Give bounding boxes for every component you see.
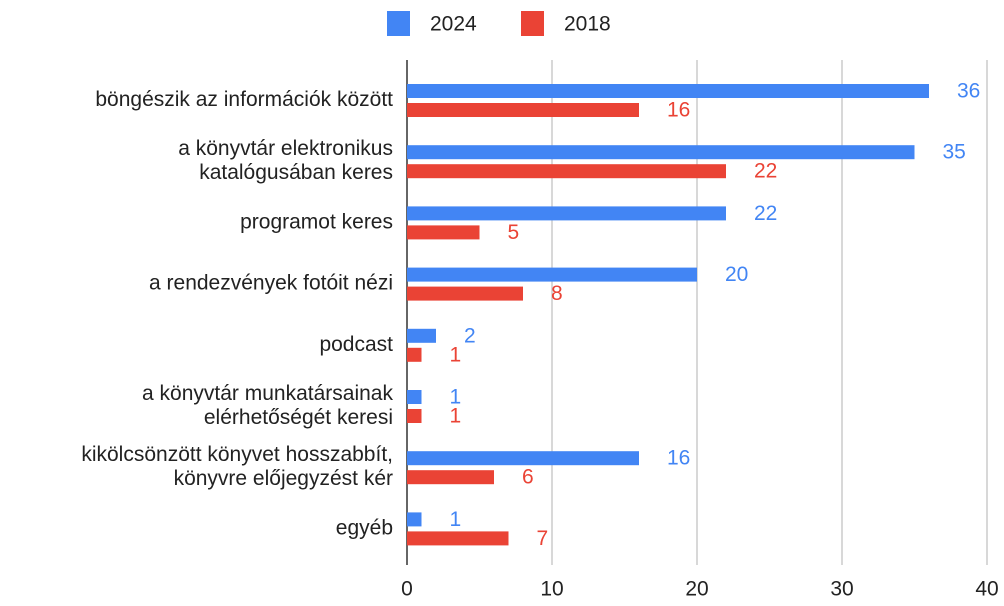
value-label: 8: [551, 282, 563, 305]
value-label: 1: [450, 343, 462, 366]
bar: [407, 470, 494, 485]
value-label: 22: [754, 202, 777, 225]
value-label: 7: [537, 527, 549, 550]
bar: [407, 409, 422, 423]
y-tick-line: könyvre előjegyzést kér: [174, 467, 393, 490]
value-label: 35: [943, 141, 966, 164]
bar: [407, 531, 509, 546]
value-label: 2: [464, 324, 476, 347]
y-tick-line: katalógusában keres: [199, 161, 393, 184]
bar: [407, 84, 929, 98]
bar: [407, 328, 436, 343]
y-tick-line: egyéb: [336, 516, 393, 539]
x-tick-label: 30: [830, 578, 853, 601]
legend-label: 2024: [430, 13, 477, 36]
bar: [407, 286, 523, 301]
value-label: 5: [508, 221, 520, 244]
y-tick-label: podcast: [319, 332, 393, 355]
y-tick-line: podcast: [319, 332, 393, 355]
bar: [407, 347, 422, 362]
y-tick-line: kikölcsönzött könyvet hosszabbít,: [81, 443, 393, 466]
y-tick-label: kikölcsönzött könyvet hosszabbít, könyvre…: [81, 443, 393, 490]
y-tick-label: böngészik az információk között: [95, 88, 393, 111]
value-label: 20: [725, 263, 748, 286]
y-tick-line: böngészik az információk között: [95, 88, 393, 111]
value-label: 36: [957, 80, 980, 103]
y-tick-line: elérhetőségét keresi: [204, 406, 393, 429]
y-tick-label: a könyvtár munkatársainak elérhetőségét k…: [142, 382, 393, 429]
legend-swatch: [521, 11, 544, 36]
bar: [407, 103, 639, 117]
x-tick-label: 20: [685, 578, 708, 601]
x-tick-label: 0: [401, 578, 413, 601]
value-label: 1: [450, 405, 462, 428]
y-tick-label: a rendezvények fotóit nézi: [149, 271, 393, 294]
y-tick-label: a könyvtár elektronikus katalógusában ker…: [178, 137, 393, 184]
x-tick-label: 40: [975, 578, 998, 601]
value-label: 22: [754, 160, 777, 183]
bar: [407, 267, 697, 282]
legend-swatch: [387, 11, 410, 36]
value-label: 6: [522, 466, 534, 489]
bar: [407, 206, 726, 221]
x-tick-label: 10: [540, 578, 563, 601]
value-label: 16: [667, 99, 690, 122]
y-tick-line: programot keres: [240, 210, 393, 233]
legend-label: 2018: [564, 13, 611, 36]
y-tick-label: egyéb: [336, 516, 393, 539]
bar: [407, 145, 915, 160]
bar: [407, 451, 639, 466]
value-label: 16: [667, 447, 690, 470]
bar: [407, 164, 726, 179]
value-label: 1: [450, 386, 462, 409]
bar: [407, 512, 422, 527]
y-tick-line: a könyvtár munkatársainak: [142, 382, 393, 405]
value-label: 1: [450, 508, 462, 531]
bar: [407, 225, 480, 240]
bar: [407, 390, 422, 404]
y-tick-line: a rendezvények fotóit nézi: [149, 271, 393, 294]
y-tick-label: programot keres: [240, 210, 393, 233]
y-tick-line: a könyvtár elektronikus: [178, 137, 393, 160]
